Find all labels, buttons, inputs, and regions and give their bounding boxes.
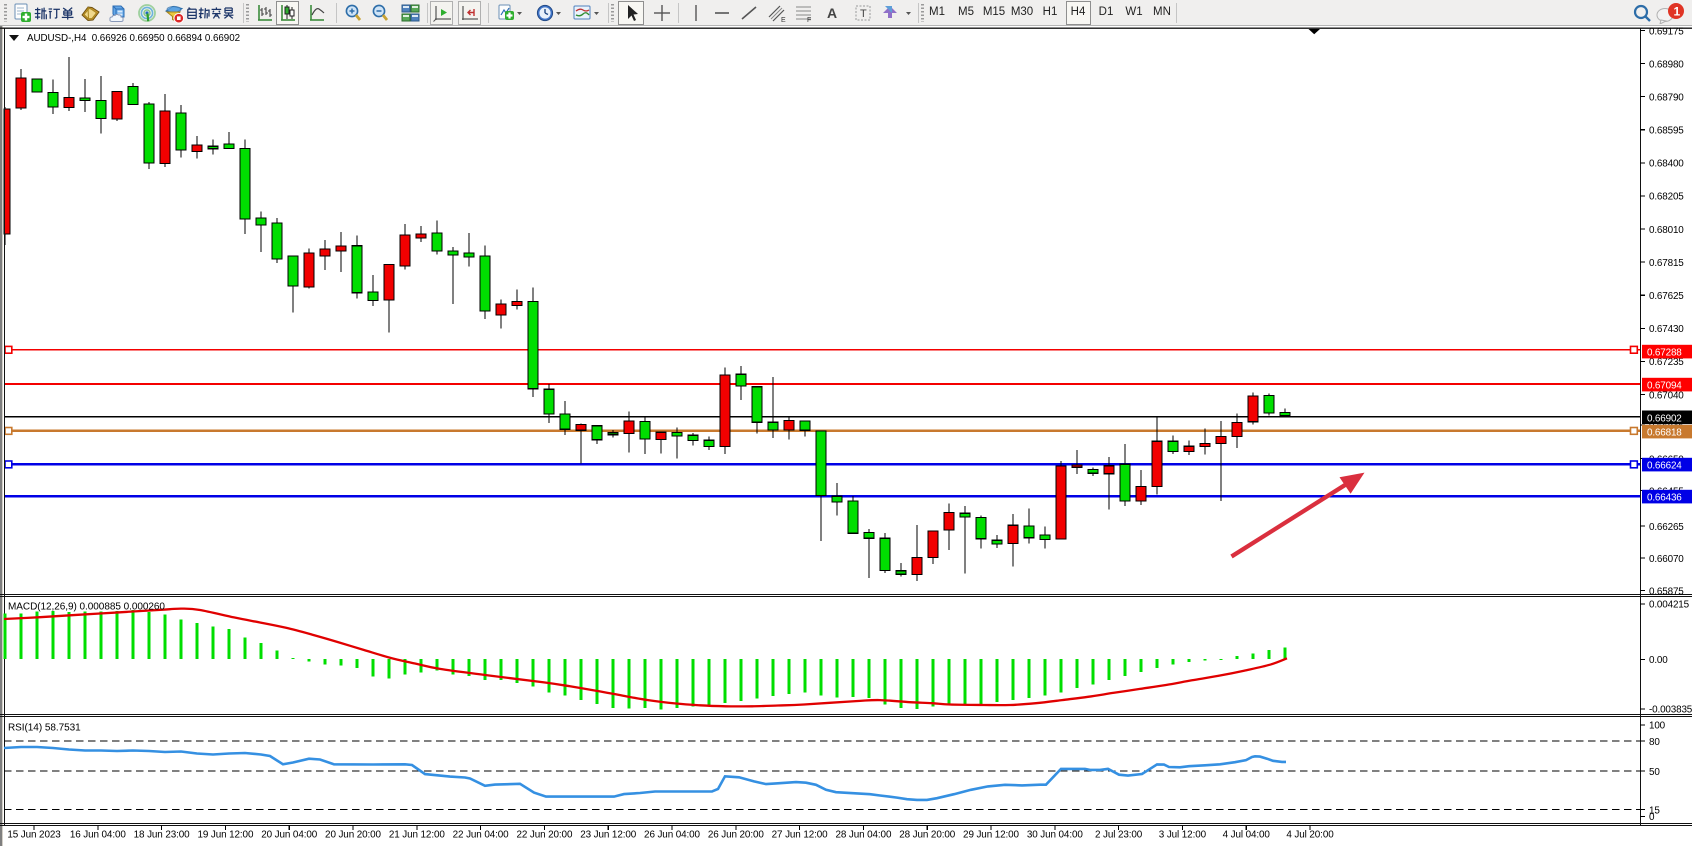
svg-text:RSI(14) 58.7531: RSI(14) 58.7531: [8, 723, 81, 734]
svg-text:26 Jun 20:00: 26 Jun 20:00: [708, 830, 765, 841]
svg-text:16 Jun 04:00: 16 Jun 04:00: [70, 830, 127, 841]
svg-text:0.68010: 0.68010: [1649, 225, 1684, 236]
svg-text:0.66436: 0.66436: [1647, 493, 1682, 504]
svg-text:0.68790: 0.68790: [1649, 92, 1684, 103]
svg-text:1: 1: [1674, 5, 1681, 19]
svg-text:22 Jun 20:00: 22 Jun 20:00: [516, 830, 573, 841]
svg-text:0.67288: 0.67288: [1647, 348, 1682, 359]
svg-text:100: 100: [1649, 721, 1666, 732]
svg-text:0.68205: 0.68205: [1649, 192, 1684, 203]
svg-text:0.68595: 0.68595: [1649, 126, 1684, 137]
svg-text:28 Jun 04:00: 28 Jun 04:00: [835, 830, 892, 841]
svg-text:0.00: 0.00: [1649, 655, 1668, 666]
svg-text:15 Jun 2023: 15 Jun 2023: [7, 830, 61, 841]
svg-text:MACD(12,26,9) 0.000885 0.00026: MACD(12,26,9) 0.000885 0.000260: [8, 602, 165, 613]
svg-text:-0.003835: -0.003835: [1649, 705, 1692, 716]
svg-text:0.66902: 0.66902: [1647, 413, 1682, 424]
svg-text:27 Jun 12:00: 27 Jun 12:00: [772, 830, 829, 841]
svg-text:28 Jun 20:00: 28 Jun 20:00: [899, 830, 956, 841]
svg-text:4 Jul 04:00: 4 Jul 04:00: [1223, 830, 1271, 841]
svg-text:0.004215: 0.004215: [1649, 600, 1690, 611]
svg-text:29 Jun 12:00: 29 Jun 12:00: [963, 830, 1020, 841]
svg-text:0.68400: 0.68400: [1649, 159, 1684, 170]
svg-text:F: F: [807, 17, 811, 24]
svg-text:0.66624: 0.66624: [1647, 461, 1682, 472]
svg-text:19 Jun 12:00: 19 Jun 12:00: [197, 830, 254, 841]
svg-text:15: 15: [1649, 805, 1660, 816]
svg-text:0.68980: 0.68980: [1649, 59, 1684, 70]
svg-text:18 Jun 23:00: 18 Jun 23:00: [134, 830, 191, 841]
svg-text:0.67625: 0.67625: [1649, 291, 1684, 302]
svg-text:4 Jul 20:00: 4 Jul 20:00: [1286, 830, 1334, 841]
svg-text:20 Jun 20:00: 20 Jun 20:00: [325, 830, 382, 841]
svg-text:80: 80: [1649, 737, 1660, 748]
svg-text:AUDUSD-,H4 0.66926 0.66950 0.: AUDUSD-,H4 0.66926 0.66950 0.66894 0.669…: [27, 33, 240, 44]
svg-text:30 Jun 04:00: 30 Jun 04:00: [1027, 830, 1084, 841]
svg-text:26 Jun 04:00: 26 Jun 04:00: [644, 830, 701, 841]
svg-text:0.66265: 0.66265: [1649, 522, 1684, 533]
svg-text:21 Jun 12:00: 21 Jun 12:00: [389, 830, 446, 841]
svg-text:3 Jul 12:00: 3 Jul 12:00: [1159, 830, 1207, 841]
svg-text:0.65875: 0.65875: [1649, 586, 1684, 597]
svg-text:E: E: [781, 17, 786, 24]
svg-text:23 Jun 12:00: 23 Jun 12:00: [580, 830, 637, 841]
svg-text:50: 50: [1649, 767, 1660, 778]
svg-text:0: 0: [1649, 812, 1655, 823]
svg-text:2 Jul 23:00: 2 Jul 23:00: [1095, 830, 1143, 841]
svg-text:22 Jun 04:00: 22 Jun 04:00: [453, 830, 510, 841]
svg-text:0.66070: 0.66070: [1649, 554, 1684, 565]
svg-text:0.66818: 0.66818: [1647, 428, 1682, 439]
svg-text:T: T: [860, 8, 867, 20]
svg-text:0.67815: 0.67815: [1649, 258, 1684, 269]
svg-text:0.67094: 0.67094: [1647, 381, 1682, 392]
svg-text:0.69175: 0.69175: [1649, 26, 1684, 37]
svg-text:20 Jun 04:00: 20 Jun 04:00: [261, 830, 318, 841]
svg-text:0.67040: 0.67040: [1649, 390, 1684, 401]
svg-text:0.67430: 0.67430: [1649, 324, 1684, 335]
svg-text:0.67235: 0.67235: [1649, 357, 1684, 368]
